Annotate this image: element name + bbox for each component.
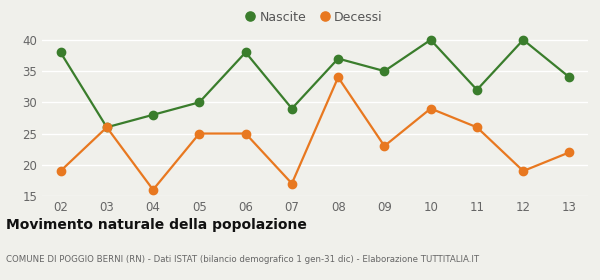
Nascite <box>381 69 388 73</box>
Nascite <box>149 113 157 116</box>
Nascite <box>288 107 295 110</box>
Text: COMUNE DI POGGIO BERNI (RN) - Dati ISTAT (bilancio demografico 1 gen-31 dic) - E: COMUNE DI POGGIO BERNI (RN) - Dati ISTAT… <box>6 255 479 264</box>
Nascite <box>103 126 110 129</box>
Legend: Nascite, Decessi: Nascite, Decessi <box>247 11 383 24</box>
Decessi <box>103 126 110 129</box>
Decessi <box>566 151 573 154</box>
Decessi <box>427 107 434 110</box>
Decessi <box>288 182 295 185</box>
Decessi <box>473 126 481 129</box>
Text: Movimento naturale della popolazione: Movimento naturale della popolazione <box>6 218 307 232</box>
Decessi <box>381 144 388 148</box>
Line: Nascite: Nascite <box>56 36 574 131</box>
Nascite <box>566 76 573 79</box>
Nascite <box>473 88 481 92</box>
Nascite <box>427 38 434 41</box>
Decessi <box>196 132 203 135</box>
Nascite <box>520 38 527 41</box>
Decessi <box>242 132 249 135</box>
Decessi <box>57 169 64 173</box>
Nascite <box>196 101 203 104</box>
Line: Decessi: Decessi <box>56 73 574 194</box>
Nascite <box>57 51 64 54</box>
Nascite <box>242 51 249 54</box>
Decessi <box>520 169 527 173</box>
Decessi <box>149 188 157 192</box>
Nascite <box>335 57 342 60</box>
Decessi <box>335 76 342 79</box>
